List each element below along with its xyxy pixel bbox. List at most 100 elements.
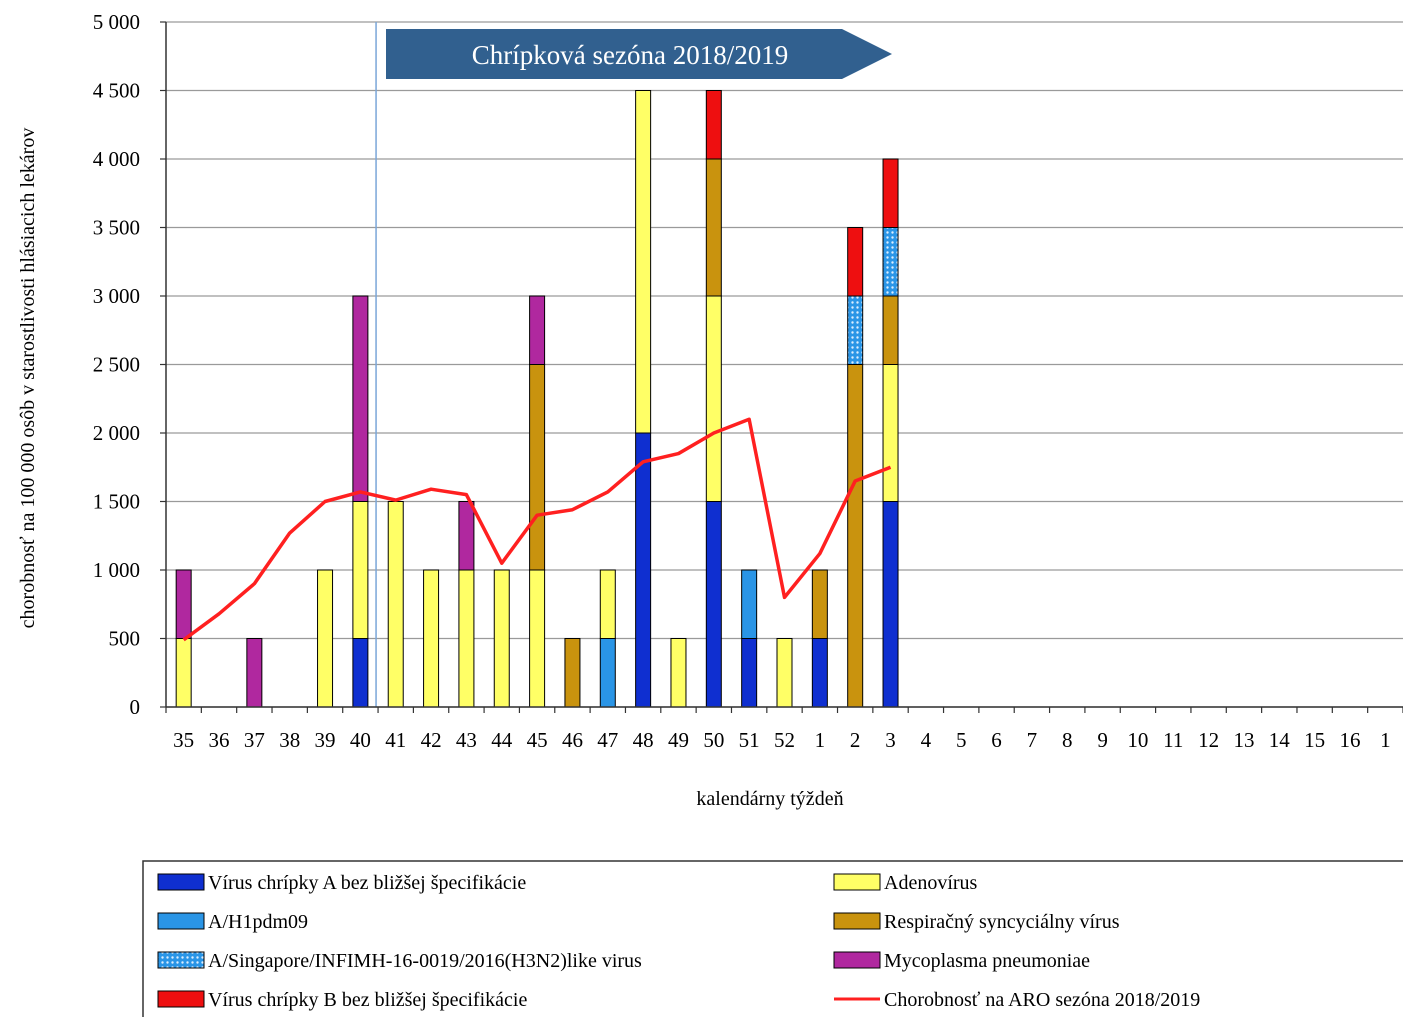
x-axis-title: kalendárny týždeň [696, 788, 843, 810]
legend-box [142, 860, 1403, 1017]
morbidity-line-path [182, 417, 892, 642]
legend-label-rsv: Respiračný syncyciálny vírus [884, 911, 1120, 933]
bar-segment-s0-w13 [635, 432, 652, 708]
bar-segment-s4-w15 [705, 295, 722, 502]
bar-segment-s0-w15 [705, 501, 722, 708]
x-tick-label-20: 3 [885, 728, 896, 752]
x-tick-label-17: 52 [774, 728, 795, 752]
y-tick-label-1: 500 [109, 627, 141, 651]
bar-segment-s6-w0 [175, 569, 192, 639]
x-tick-label-21: 4 [921, 728, 932, 752]
bar-segment-s4-w9 [493, 569, 510, 708]
bar-segment-s3-w20 [882, 158, 899, 228]
x-tick-label-15: 50 [703, 728, 724, 752]
x-tick-label-30: 13 [1233, 728, 1254, 752]
bar-segment-s4-w12 [599, 569, 616, 639]
x-tick-label-23: 6 [991, 728, 1002, 752]
y-axis-title: chorobnosť na 100 000 osôb v starostlivo… [17, 128, 39, 629]
x-tick-label-25: 8 [1062, 728, 1073, 752]
bar-segment-s4-w14 [670, 638, 687, 708]
x-tick-label-3: 38 [279, 728, 300, 752]
bar-segment-s5-w20 [882, 295, 899, 365]
legend-label-adenovirus: Adenovírus [884, 872, 978, 894]
morbidity-line [182, 417, 892, 642]
axes [160, 21, 1403, 713]
x-tick-label-33: 16 [1339, 728, 1360, 752]
bar-segment-s5-w15 [705, 158, 722, 297]
bar-segment-s4-w5 [352, 501, 369, 639]
legend-item-influenza-a: Vírus chrípky A bez bližšej špecifikácie [157, 872, 526, 894]
legend-swatch-adenovirus [833, 873, 881, 891]
bar-segment-s0-w18 [811, 638, 828, 708]
legend-item-influenza-b: Vírus chrípky B bez bližšej špecifikácie [157, 989, 527, 1011]
x-tick-label-18: 1 [815, 728, 826, 752]
y-tick-label-10: 5 000 [93, 10, 140, 34]
x-tick-label-19: 2 [850, 728, 861, 752]
season-banner: Chrípková sezóna 2018/2019 [386, 29, 892, 79]
legend: Vírus chrípky A bez bližšej špecifikácie… [142, 860, 1403, 1017]
x-tick-label-29: 12 [1198, 728, 1219, 752]
x-tick-label-12: 47 [597, 728, 618, 752]
bar-segment-s4-w20 [882, 364, 899, 502]
y-tick-label-8: 4 000 [93, 147, 140, 171]
x-tick-label-28: 11 [1163, 728, 1183, 752]
y-tick-labels: 0 500 1 000 1 500 2 000 2 500 3 000 3 500 4 000 4… [93, 10, 140, 719]
bar-segment-s4-w7 [423, 569, 440, 708]
legend-item-morbidity-line: Chorobnosť na ARO sezóna 2018/2019 [834, 989, 1200, 1011]
bar-segment-s6-w5 [352, 295, 369, 502]
x-tick-label-26: 9 [1097, 728, 1108, 752]
legend-swatch-influenza-b [157, 990, 205, 1008]
legend-label-influenza-b: Vírus chrípky B bez bližšej špecifikácie [208, 989, 527, 1011]
x-tick-label-2: 37 [244, 728, 265, 752]
legend-item-singapore: A/Singapore/INFIMH-16-0019/2016(H3N2)lik… [157, 950, 642, 972]
bar-segment-s3-w15 [705, 90, 722, 160]
x-tick-label-11: 46 [562, 728, 583, 752]
bar-segment-s0-w16 [741, 638, 758, 708]
bar-segment-s1-w16 [741, 569, 758, 639]
legend-item-h1pdm09: A/H1pdm09 [157, 911, 308, 933]
y-tick-label-5: 2 500 [93, 353, 140, 377]
season-banner-arrow [386, 29, 892, 79]
bar-segment-s1-w12 [599, 638, 616, 708]
season-banner-text: Chrípková sezóna 2018/2019 [472, 40, 788, 70]
legend-swatch-singapore [157, 951, 205, 969]
legend-swatch-rsv [833, 912, 881, 930]
x-tick-label-24: 7 [1027, 728, 1038, 752]
legend-item-mycoplasma: Mycoplasma pneumoniae [833, 950, 1090, 972]
legend-label-mycoplasma: Mycoplasma pneumoniae [884, 950, 1090, 972]
bar-segment-s4-w8 [458, 569, 475, 708]
bar-segment-s5-w11 [564, 638, 581, 708]
bar-segment-s5-w18 [811, 569, 828, 639]
bar-segment-s4-w4 [317, 569, 334, 708]
legend-item-rsv: Respiračný syncyciálny vírus [833, 911, 1120, 933]
legend-label-h1pdm09: A/H1pdm09 [208, 911, 308, 933]
y-tick-label-7: 3 500 [93, 216, 140, 240]
x-tick-label-1: 36 [209, 728, 230, 752]
bar-segment-s4-w13 [635, 90, 652, 434]
x-tick-label-7: 42 [421, 728, 442, 752]
x-tick-label-34: 1 [1380, 728, 1391, 752]
x-tick-label-13: 48 [633, 728, 654, 752]
y-tick-label-0: 0 [130, 695, 141, 719]
bar-segment-s2-w20 [882, 227, 899, 297]
bar-segment-s2-w19 [847, 295, 864, 365]
bar-segment-s4-w10 [529, 569, 546, 708]
bar-segment-s6-w2 [246, 638, 263, 708]
legend-swatch-influenza-a [157, 873, 205, 891]
legend-label-influenza-a: Vírus chrípky A bez bližšej špecifikácie [208, 872, 526, 894]
x-tick-label-9: 44 [491, 728, 513, 752]
legend-label-singapore: A/Singapore/INFIMH-16-0019/2016(H3N2)lik… [208, 950, 642, 972]
y-tick-label-6: 3 000 [93, 284, 140, 308]
bar-segment-s0-w20 [882, 501, 899, 708]
gridlines [166, 21, 1403, 708]
x-tick-label-32: 15 [1304, 728, 1325, 752]
x-tick-label-8: 43 [456, 728, 477, 752]
bar-segment-s4-w17 [776, 638, 793, 708]
legend-item-adenovirus: Adenovírus [833, 872, 978, 894]
x-tick-label-0: 35 [173, 728, 194, 752]
legend-swatch-mycoplasma [833, 951, 881, 969]
x-tick-label-16: 51 [739, 728, 760, 752]
y-tick-label-2: 1 000 [93, 558, 140, 582]
x-tick-label-10: 45 [527, 728, 548, 752]
x-tick-labels: 35 36 37 38 39 40 41 42 43 44 45 46 47 48 49 50 51 52 1 2 3 4… [173, 728, 1390, 752]
